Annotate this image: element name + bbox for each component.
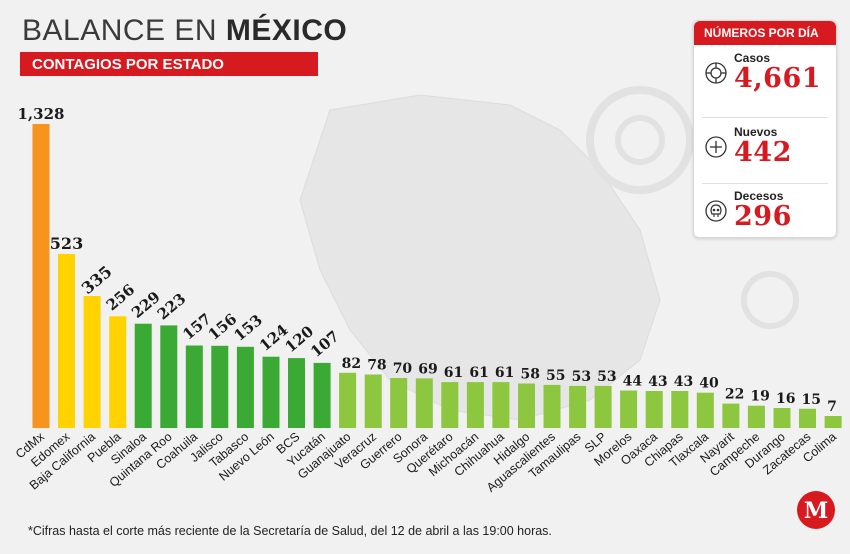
bar-value-label: 78	[367, 358, 386, 374]
bar	[543, 384, 561, 428]
bar	[569, 385, 587, 428]
subtitle-banner: CONTAGIOS POR ESTADO	[20, 52, 318, 76]
bar	[211, 345, 229, 428]
bar	[518, 383, 535, 428]
stat-cases: Casos 4,661	[694, 47, 836, 107]
panel-title: NÚMEROS POR DÍA	[704, 26, 819, 40]
bar-value-label: 335	[78, 262, 116, 298]
bar-value-label: 61	[495, 365, 514, 381]
bar-value-label: 16	[776, 391, 795, 407]
bar-value-label: 44	[623, 374, 643, 390]
bar	[747, 405, 765, 428]
bar-value-label: 223	[154, 290, 190, 324]
bar-value-label: 7	[827, 399, 837, 415]
page-title: BALANCE EN MÉXICO	[22, 14, 347, 48]
bar	[185, 345, 203, 428]
bar	[134, 323, 152, 428]
title-bold: MÉXICO	[225, 14, 348, 47]
bar	[466, 382, 484, 428]
bar	[313, 362, 331, 428]
bar	[824, 416, 842, 428]
bar-value-label: 22	[725, 387, 744, 403]
bar-value-label: 15	[802, 392, 821, 408]
plus-circle-icon	[705, 136, 727, 158]
bar	[645, 391, 663, 428]
bar-value-label: 53	[597, 369, 616, 385]
bar	[722, 403, 740, 428]
bar-value-label: 43	[648, 374, 667, 390]
bar	[288, 358, 305, 428]
bar	[236, 346, 254, 428]
bar	[160, 325, 178, 428]
bar-value-label: 69	[418, 361, 437, 377]
milenio-logo: M	[797, 491, 835, 529]
bar-value-label: 82	[342, 356, 361, 372]
bar	[773, 408, 791, 428]
bar	[799, 408, 816, 428]
bar	[390, 378, 408, 428]
divider	[702, 183, 828, 184]
bar-value-label: 55	[546, 368, 565, 384]
bar-value-label: 70	[393, 361, 413, 377]
bar-value-label: 19	[750, 389, 769, 405]
deaths-label: Decesos	[734, 189, 784, 203]
bar-value-label: 53	[572, 369, 591, 385]
subtitle: CONTAGIOS POR ESTADO	[32, 56, 224, 73]
bar-value-label: 61	[469, 365, 488, 381]
bar-value-label: 523	[50, 234, 83, 253]
deaths-value: 296	[734, 201, 792, 232]
panel-header: NÚMEROS POR DÍA	[694, 21, 836, 45]
bar-value-label: 40	[699, 376, 719, 392]
bar	[58, 254, 75, 428]
bar-value-label: 58	[521, 367, 540, 383]
bar	[415, 378, 433, 428]
bar	[620, 390, 638, 428]
bar	[32, 124, 50, 428]
bar	[262, 356, 280, 428]
stat-new: Nuevos 442	[694, 121, 836, 181]
bar	[83, 296, 101, 428]
bar	[492, 382, 510, 428]
new-label: Nuevos	[734, 125, 778, 139]
daily-numbers-panel: NÚMEROS POR DÍA Casos 4,661 Nuevos 442	[693, 20, 837, 238]
cases-value: 4,661	[734, 63, 822, 94]
new-value: 442	[734, 137, 792, 168]
footnote: *Cifras hasta el corte más reciente de l…	[28, 524, 552, 538]
bar	[109, 316, 127, 428]
skull-icon	[705, 200, 727, 222]
bars-group	[32, 124, 842, 428]
cases-label: Casos	[734, 51, 771, 65]
bar	[339, 372, 357, 428]
divider	[702, 117, 828, 118]
bar	[696, 392, 714, 428]
title-regular: BALANCE EN	[22, 14, 226, 47]
bar-value-label: 43	[674, 374, 693, 390]
logo-letter: M	[804, 498, 828, 524]
bar-value-label: 61	[444, 365, 463, 381]
virus-icon	[705, 62, 727, 84]
bar-value-label: 1,328	[18, 105, 65, 123]
bar	[441, 382, 459, 428]
bar	[671, 391, 689, 428]
bar	[364, 374, 382, 428]
bar	[594, 385, 612, 428]
stat-deaths: Decesos 296	[694, 185, 836, 245]
